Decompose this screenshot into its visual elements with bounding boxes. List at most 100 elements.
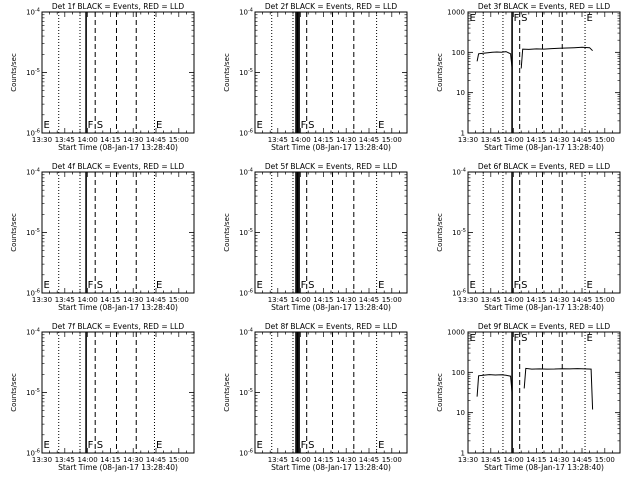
x-axis-label: Start Time (08-Jan-17 13:28:40) (271, 143, 391, 152)
y-axis-label: Counts/sec (436, 213, 444, 252)
y-tick-label: 10-5 (239, 228, 253, 237)
marker-s: S (97, 120, 103, 131)
y-tick-label: 10-6 (239, 449, 253, 458)
y-tick-label: 1000 (447, 9, 465, 17)
y-tick-label: 10-4 (26, 328, 40, 337)
x-tick-label: 13:30 (32, 136, 52, 144)
y-axis-label: Counts/sec (10, 213, 18, 252)
x-axis-label: Start Time (08-Jan-17 13:28:40) (271, 463, 391, 472)
x-tick-label: 14:15 (100, 136, 120, 144)
plot-frame (254, 171, 408, 294)
x-tick-label: 14:45 (359, 136, 379, 144)
marker-e: E (470, 333, 476, 344)
marker-f: F (88, 440, 94, 451)
panel-title: Det 6f BLACK = Events, RED = LLD (478, 162, 611, 171)
x-tick-label: 14:00 (78, 296, 98, 304)
plot-frame (41, 171, 195, 294)
y-tick-label: 10-6 (239, 289, 253, 298)
panel-title: Det 8f BLACK = Events, RED = LLD (265, 322, 398, 331)
x-tick-label: 14:30 (549, 456, 569, 464)
x-axis-label: Start Time (08-Jan-17 13:28:40) (58, 303, 178, 312)
x-tick-label: 13:45 (481, 136, 501, 144)
x-tick-label: 15:00 (169, 296, 189, 304)
panel-det5: Det 5f BLACK = Events, RED = LLD 10-6 10-5… (223, 162, 408, 312)
x-tick-label: 13:45 (55, 456, 75, 464)
plot-frame (41, 11, 195, 134)
y-axis-label: Counts/sec (436, 53, 444, 92)
x-tick-label: 13:45 (55, 136, 75, 144)
x-tick-label: 14:45 (359, 456, 379, 464)
y-tick-label: 1000 (447, 329, 465, 337)
y-tick-label: 10-5 (239, 68, 253, 77)
x-tick-label: 14:15 (313, 296, 333, 304)
x-tick-label: 14:45 (572, 456, 592, 464)
x-tick-label: 13:45 (55, 296, 75, 304)
x-tick-label: 14:45 (146, 456, 166, 464)
x-tick-label: 15:00 (595, 136, 615, 144)
x-tick-label: 15:00 (169, 456, 189, 464)
marker-s: S (308, 440, 314, 451)
x-tick-label: 13:30 (32, 296, 52, 304)
x-tick-label: 15:00 (382, 456, 402, 464)
marker-e: E (378, 440, 384, 451)
marker-f: F (301, 120, 307, 131)
panel-det8: Det 8f BLACK = Events, RED = LLD 10-6 10-5… (223, 322, 408, 472)
y-axis-label: Counts/sec (223, 213, 231, 252)
panel-det7: Det 7f BLACK = Events, RED = LLD 10-6 10-5… (10, 322, 195, 472)
x-tick-label: 14:30 (336, 136, 356, 144)
plot-frame (467, 171, 621, 294)
x-tick-label: 14:45 (572, 296, 592, 304)
y-tick-label: 10-5 (26, 388, 40, 397)
x-tick-label: 13:30 (32, 456, 52, 464)
marker-e: E (156, 440, 162, 451)
panel-det3: Det 3f BLACK = Events, RED = LLD 1 10 100 10… (436, 2, 621, 152)
marker-e: E (44, 280, 50, 291)
marker-s: S (521, 13, 527, 24)
y-axis-label: Counts/sec (436, 373, 444, 412)
x-tick-label: 14:30 (336, 296, 356, 304)
x-tick-label: 14:15 (100, 296, 120, 304)
x-tick-label: 14:15 (313, 136, 333, 144)
panel-det4: Det 4f BLACK = Events, RED = LLD 10-6 10-5… (10, 162, 195, 312)
x-tick-label: 14:30 (336, 456, 356, 464)
x-tick-label: 13:30 (458, 296, 478, 304)
panel-title: Det 4f BLACK = Events, RED = LLD (52, 162, 185, 171)
x-tick-label: 15:00 (382, 136, 402, 144)
x-tick-label: 14:15 (313, 456, 333, 464)
marker-e: E (44, 440, 50, 451)
y-tick-label: 10-6 (239, 129, 253, 138)
x-tick-label: 13:45 (268, 296, 288, 304)
x-axis-label: Start Time (08-Jan-17 13:28:40) (271, 303, 391, 312)
marker-s: S (308, 280, 314, 291)
x-tick-label: 13:45 (481, 456, 501, 464)
y-tick-label: 10 (456, 89, 465, 97)
x-axis-label: Start Time (08-Jan-17 13:28:40) (484, 303, 604, 312)
panel-det1: Det 1f BLACK = Events, RED = LLD 10-6 10-5… (10, 2, 195, 152)
marker-f: F (301, 440, 307, 451)
series-line (476, 51, 513, 69)
x-tick-label: 13:30 (458, 136, 478, 144)
y-tick-label: 10-6 (26, 129, 40, 138)
y-tick-label: 10 (456, 409, 465, 417)
y-axis-label: Counts/sec (10, 53, 18, 92)
x-tick-label: 15:00 (169, 136, 189, 144)
plot-frame (254, 11, 408, 134)
x-tick-label: 15:00 (595, 296, 615, 304)
marker-e: E (156, 280, 162, 291)
marker-f: F (514, 280, 520, 291)
x-tick-label: 14:15 (526, 136, 546, 144)
series-line (523, 367, 594, 410)
x-axis-label: Start Time (08-Jan-17 13:28:40) (484, 463, 604, 472)
marker-f: F (88, 280, 94, 291)
marker-e: E (257, 280, 263, 291)
y-tick-label: 10-5 (452, 228, 466, 237)
x-tick-label: 15:00 (382, 296, 402, 304)
y-tick-label: 10-5 (239, 388, 253, 397)
x-tick-label: 14:30 (549, 296, 569, 304)
panel-title: Det 2f BLACK = Events, RED = LLD (265, 2, 398, 11)
y-axis-label: Counts/sec (223, 53, 231, 92)
y-tick-label: 10-4 (239, 328, 253, 337)
x-tick-label: 14:30 (123, 296, 143, 304)
x-axis-label: Start Time (08-Jan-17 13:28:40) (58, 463, 178, 472)
y-tick-label: 10-6 (26, 289, 40, 298)
